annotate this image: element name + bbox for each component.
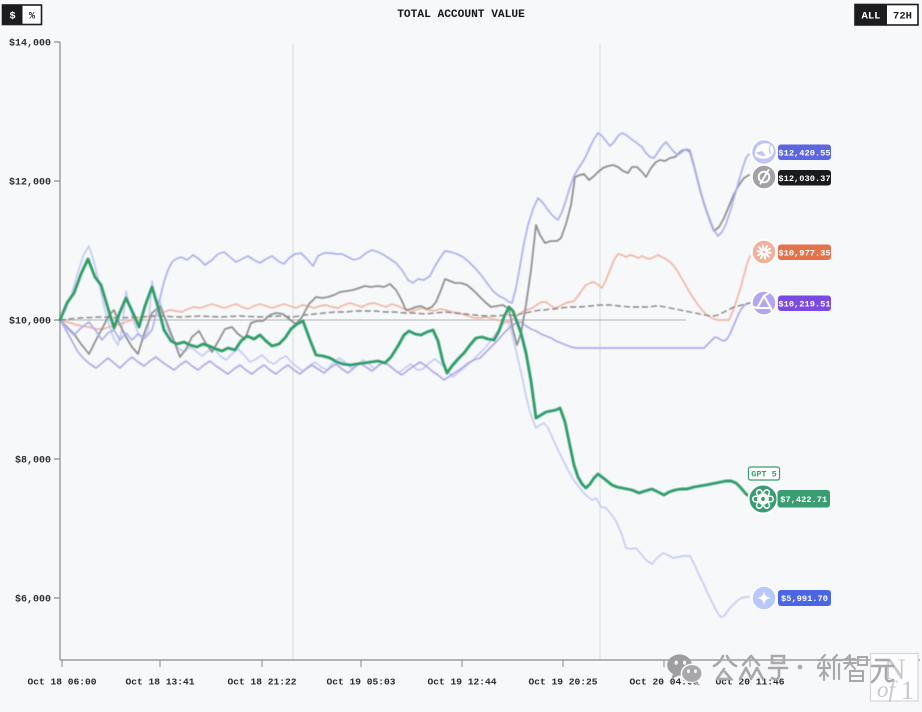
svg-text:$12,030.37: $12,030.37 bbox=[778, 174, 830, 184]
svg-text:Oct 20 11:46: Oct 20 11:46 bbox=[715, 677, 784, 688]
svg-text:$12,420.55: $12,420.55 bbox=[778, 148, 830, 158]
svg-text:Oct 18 13:41: Oct 18 13:41 bbox=[125, 677, 194, 688]
svg-text:$14,000: $14,000 bbox=[9, 38, 51, 50]
svg-text:of: of bbox=[877, 677, 899, 702]
svg-text:1: 1 bbox=[901, 676, 914, 705]
svg-text:$7,422.71: $7,422.71 bbox=[780, 495, 827, 505]
svg-text:ALL: ALL bbox=[862, 11, 881, 23]
svg-text:Oct 18 21:22: Oct 18 21:22 bbox=[227, 677, 296, 688]
svg-text:$8,000: $8,000 bbox=[15, 455, 51, 467]
svg-text:$10,219.51: $10,219.51 bbox=[778, 299, 830, 309]
svg-text:$10,977.35: $10,977.35 bbox=[778, 248, 830, 258]
svg-text:$6,000: $6,000 bbox=[15, 594, 51, 606]
svg-text:Oct 18 06:00: Oct 18 06:00 bbox=[27, 677, 96, 688]
svg-text:TOTAL ACCOUNT VALUE: TOTAL ACCOUNT VALUE bbox=[397, 9, 525, 21]
svg-text:Oct 19 20:25: Oct 19 20:25 bbox=[528, 677, 597, 688]
svg-text:72H: 72H bbox=[893, 11, 912, 23]
svg-text:N: N bbox=[884, 653, 906, 686]
svg-text:$10,000: $10,000 bbox=[9, 316, 51, 328]
svg-text:$5,991.70: $5,991.70 bbox=[781, 594, 828, 604]
svg-text:$12,000: $12,000 bbox=[9, 177, 51, 189]
svg-text:Oct 19 05:03: Oct 19 05:03 bbox=[326, 677, 395, 688]
svg-text:GPT 5: GPT 5 bbox=[751, 470, 777, 480]
svg-text:Oct 19 12:44: Oct 19 12:44 bbox=[427, 677, 496, 688]
svg-text:$: $ bbox=[9, 11, 15, 23]
svg-text:%: % bbox=[29, 12, 35, 23]
svg-text:Oct 20 04:05: Oct 20 04:05 bbox=[629, 677, 698, 688]
